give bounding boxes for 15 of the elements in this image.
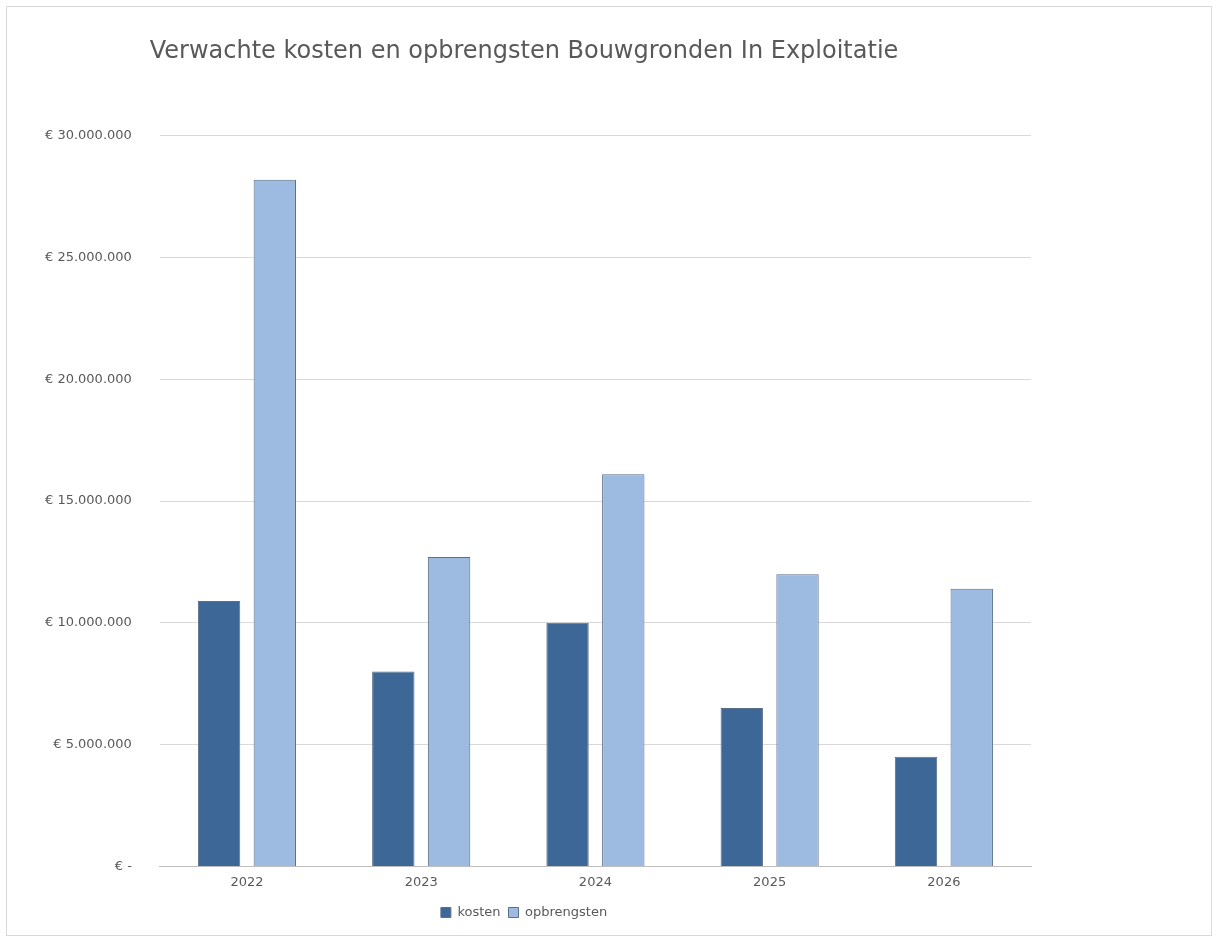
x-tick-label: 2024 — [578, 873, 612, 889]
legend-label: kosten — [457, 903, 501, 919]
y-tick-label: € 10.000.000 — [44, 614, 132, 630]
x-tick-label: 2026 — [927, 873, 961, 889]
y-tick-label: € 20.000.000 — [44, 370, 132, 386]
y-tick-label: € 15.000.000 — [44, 492, 132, 508]
x-tick-label: 2023 — [404, 873, 438, 889]
y-tick-label: € 5.000.000 — [53, 736, 132, 752]
legend-label: opbrengsten — [525, 903, 608, 919]
y-tick-label: € - — [114, 857, 133, 873]
chart-title: Verwachte kosten en opbrengsten Bouwgronden In Exploitatie — [149, 35, 899, 64]
y-tick-label: € 30.000.000 — [44, 127, 132, 143]
y-tick-label: € 25.000.000 — [44, 248, 132, 264]
x-tick-label: 2022 — [230, 873, 264, 889]
x-tick-label: 2025 — [753, 873, 787, 889]
